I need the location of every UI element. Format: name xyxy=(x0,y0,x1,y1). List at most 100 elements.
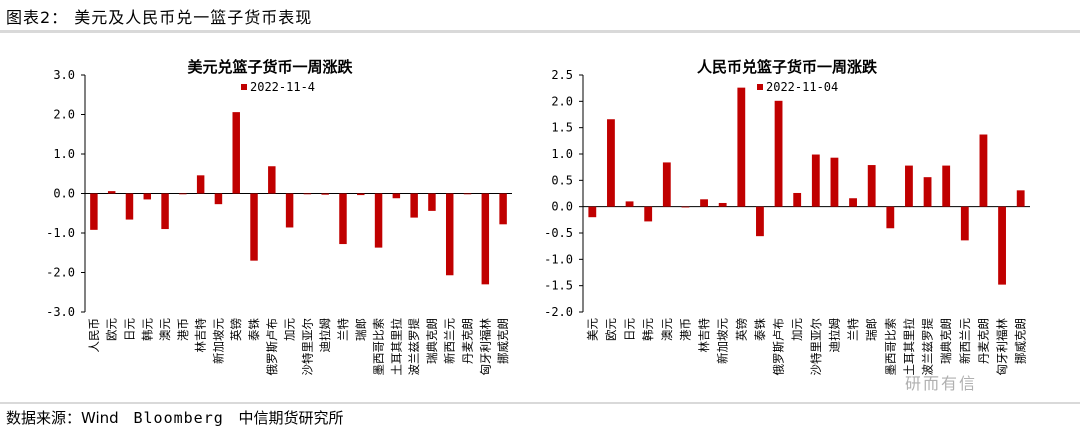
y-tick-label: -2.0 xyxy=(46,266,75,280)
x-tick-label: 匈牙利福林 xyxy=(995,318,1009,376)
bar xyxy=(960,206,969,241)
bar xyxy=(905,165,913,207)
bar xyxy=(428,193,436,211)
y-tick-label: -3.0 xyxy=(46,305,75,319)
x-tick-label: 墨西哥比索 xyxy=(372,318,386,376)
bar xyxy=(681,206,690,208)
bar xyxy=(374,193,383,248)
y-tick-label: 2.0 xyxy=(53,108,75,122)
x-tick-label: 港币 xyxy=(176,318,190,341)
bar xyxy=(481,193,490,285)
x-tick-label: 新西兰元 xyxy=(443,318,457,364)
x-tick-label: 挪威克朗 xyxy=(1014,318,1028,364)
bar xyxy=(161,193,169,230)
legend-swatch xyxy=(757,84,763,90)
x-tick-label: 兰特 xyxy=(846,318,860,341)
x-tick-label: 新加坡元 xyxy=(211,318,225,364)
bar xyxy=(607,119,615,207)
y-tick-label: -1.0 xyxy=(46,226,75,240)
bottom-rule xyxy=(0,402,1080,404)
x-tick-label: 丹麦克朗 xyxy=(461,318,475,364)
x-tick-label: 瑞郎 xyxy=(865,318,879,341)
bar xyxy=(392,193,401,199)
x-tick-label: 迪拉姆 xyxy=(827,318,841,353)
bar xyxy=(268,166,276,194)
x-tick-label: 墨西哥比索 xyxy=(883,318,897,376)
x-tick-label: 挪威克朗 xyxy=(496,318,510,364)
x-tick-label: 欧元 xyxy=(604,318,618,341)
y-tick-label: 0.0 xyxy=(551,200,573,214)
chart-title: 人民币兑篮子货币一周涨跌 xyxy=(697,58,878,76)
bar xyxy=(737,87,746,207)
bar xyxy=(830,157,839,207)
x-tick-label: 新加坡元 xyxy=(716,318,730,364)
bar xyxy=(811,154,820,207)
bar xyxy=(303,193,312,195)
legend-label: 2022-11-4 xyxy=(250,80,315,94)
y-tick-label: -1.5 xyxy=(544,279,573,293)
bar xyxy=(1016,190,1025,207)
source-provider: Bloomberg xyxy=(133,409,224,427)
source-note: 数据来源：Wind Bloomberg 中信期货研究所 xyxy=(6,407,354,428)
bar xyxy=(756,206,764,237)
x-tick-label: 英镑 xyxy=(229,318,243,341)
x-tick-label: 美元 xyxy=(585,318,599,341)
bar xyxy=(499,193,507,225)
x-tick-label: 波兰兹罗提 xyxy=(921,318,935,376)
bar xyxy=(923,177,932,207)
bar xyxy=(285,193,294,228)
bar xyxy=(718,202,727,207)
bar xyxy=(998,206,1006,285)
x-tick-label: 韩元 xyxy=(140,318,154,341)
figure-title: 图表2： 美元及人民币兑一篮子货币表现 xyxy=(6,8,313,27)
usd-basket-chart: 美元兑篮子货币一周涨跌 2022-11-4 3.0 2.0 1.0 0.0 -1.0 -2.0… xyxy=(46,58,512,376)
x-tick-label: 港币 xyxy=(678,318,692,341)
bar xyxy=(886,206,895,229)
y-tick-label: -0.5 xyxy=(544,226,573,240)
bar xyxy=(143,193,152,200)
top-rule xyxy=(0,30,1080,33)
x-tick-label: 加元 xyxy=(790,318,804,341)
bar xyxy=(979,134,988,207)
x-tick-label: 土耳其里拉 xyxy=(389,318,403,376)
bar xyxy=(410,193,418,218)
bar xyxy=(107,191,116,194)
x-tick-label: 匈牙利福林 xyxy=(478,318,492,376)
bar xyxy=(250,193,258,261)
bar xyxy=(942,165,951,207)
bar xyxy=(625,201,634,207)
bar xyxy=(232,112,240,194)
y-tick-label: 2.5 xyxy=(551,68,573,82)
bar xyxy=(214,193,223,205)
x-tick-label: 林吉特 xyxy=(697,318,711,353)
cny-basket-chart: 人民币兑篮子货币一周涨跌 2022-11-04 2.5 2.0 1.5 1.0 0.5 0.0… xyxy=(544,58,1030,376)
x-tick-label: 韩元 xyxy=(641,318,655,341)
bar xyxy=(179,193,187,195)
y-tick-label: -1.0 xyxy=(544,252,573,266)
x-tick-label: 欧元 xyxy=(105,318,119,341)
bar xyxy=(774,100,783,207)
x-tick-label: 瑞郎 xyxy=(354,318,368,341)
y-tick-label: 0.5 xyxy=(551,173,573,187)
x-tick-label: 澳元 xyxy=(660,318,674,341)
y-tick-label: 1.0 xyxy=(53,147,75,161)
bar xyxy=(445,193,454,276)
x-tick-label: 俄罗斯卢布 xyxy=(265,318,279,376)
x-tick-label: 兰特 xyxy=(336,318,350,341)
bar xyxy=(867,165,876,207)
bar xyxy=(588,206,597,218)
x-tick-label: 丹麦克朗 xyxy=(976,318,990,364)
x-tick-label: 迪拉姆 xyxy=(318,318,332,353)
y-tick-label: -2.0 xyxy=(544,305,573,319)
y-tick-label: 0.0 xyxy=(53,187,75,201)
x-tick-label: 俄罗斯卢布 xyxy=(772,318,786,376)
y-tick-label: 2.0 xyxy=(551,94,573,108)
watermark: 研而有信 xyxy=(905,374,978,393)
bar xyxy=(125,193,134,220)
bar xyxy=(700,199,708,207)
x-tick-label: 人民币 xyxy=(87,318,101,353)
y-tick-label: 1.5 xyxy=(551,121,573,135)
bar xyxy=(90,193,98,230)
y-tick-label: 1.0 xyxy=(551,147,573,161)
x-tick-label: 英镑 xyxy=(734,318,748,341)
